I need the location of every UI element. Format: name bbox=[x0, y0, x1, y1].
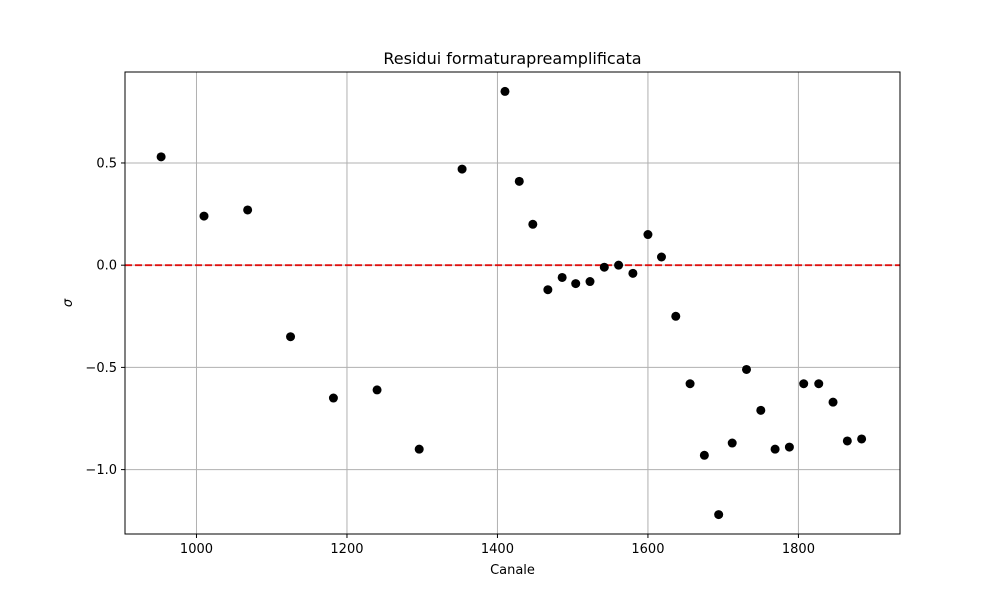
data-point bbox=[372, 385, 382, 395]
data-point bbox=[243, 205, 253, 215]
y-axis-label: σ bbox=[61, 298, 76, 307]
data-point bbox=[628, 268, 638, 278]
y-axis: −1.0 −0.5 0.0 0.5 bbox=[85, 156, 125, 478]
grid bbox=[125, 72, 900, 534]
data-points bbox=[156, 86, 867, 520]
x-tick-label: 1200 bbox=[330, 542, 363, 557]
data-point bbox=[599, 262, 609, 272]
data-point bbox=[457, 164, 467, 174]
data-point bbox=[671, 311, 681, 321]
data-point bbox=[414, 444, 424, 454]
x-tick-label: 1600 bbox=[631, 542, 664, 557]
data-point bbox=[770, 444, 780, 454]
data-point bbox=[828, 397, 838, 407]
data-point bbox=[571, 279, 581, 289]
data-point bbox=[614, 260, 624, 270]
data-point bbox=[328, 393, 338, 403]
data-point bbox=[756, 405, 766, 415]
x-tick-label: 1400 bbox=[481, 542, 514, 557]
data-point bbox=[286, 332, 296, 342]
data-point bbox=[799, 379, 809, 389]
chart-title: Residui formaturapreamplificata bbox=[383, 49, 641, 68]
data-point bbox=[814, 379, 824, 389]
y-tick-label: −1.0 bbox=[85, 463, 117, 478]
data-point bbox=[585, 277, 595, 287]
axes-frame bbox=[124, 71, 901, 535]
x-tick-label: 1000 bbox=[180, 542, 213, 557]
data-point bbox=[543, 285, 553, 295]
y-tick-label: −0.5 bbox=[85, 361, 117, 376]
data-point bbox=[199, 211, 209, 221]
data-point bbox=[699, 450, 709, 460]
data-point bbox=[528, 219, 538, 229]
data-point bbox=[500, 86, 510, 96]
data-point bbox=[842, 436, 852, 446]
x-axis: 1000 1200 1400 1600 1800 bbox=[180, 534, 815, 557]
data-point bbox=[156, 152, 166, 162]
data-point bbox=[727, 438, 737, 448]
x-axis-label: Canale bbox=[490, 563, 535, 578]
data-point bbox=[685, 379, 695, 389]
data-point bbox=[557, 272, 567, 282]
y-tick-label: 0.0 bbox=[96, 259, 117, 274]
data-point bbox=[784, 442, 794, 452]
data-point bbox=[714, 510, 724, 520]
data-point bbox=[656, 252, 666, 262]
data-point bbox=[643, 230, 653, 240]
data-point bbox=[857, 434, 867, 444]
y-tick-label: 0.5 bbox=[96, 156, 117, 171]
x-tick-label: 1800 bbox=[782, 542, 815, 557]
data-point bbox=[742, 364, 752, 374]
data-point bbox=[514, 176, 524, 186]
